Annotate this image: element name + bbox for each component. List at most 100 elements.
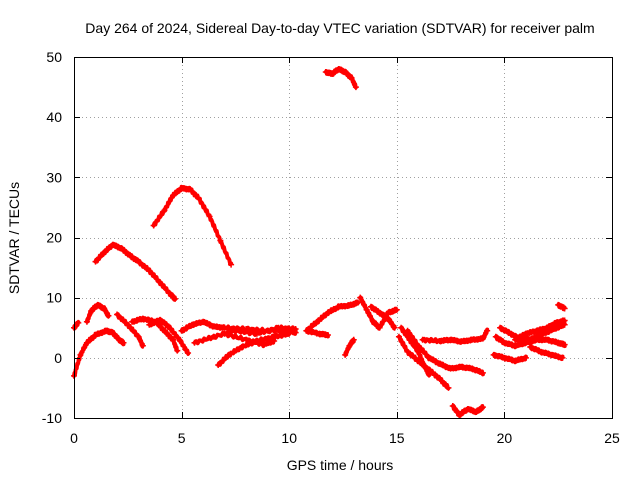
data-point <box>561 305 568 312</box>
data-point <box>118 245 125 252</box>
y-tick-label: 10 <box>46 290 62 306</box>
data-point <box>363 306 370 313</box>
data-point <box>103 327 110 334</box>
series-arc-10 <box>192 324 298 346</box>
data-point <box>561 341 568 348</box>
data-point <box>404 327 411 334</box>
data-point <box>544 324 551 331</box>
data-point <box>479 369 486 376</box>
series-arc-04 <box>93 241 178 302</box>
data-point <box>260 341 267 348</box>
data-point <box>150 222 157 229</box>
data-point <box>533 327 540 334</box>
data-point <box>445 384 452 391</box>
tick-layer: 0 5 10 15 20 25 -10 0 10 20 30 40 50 <box>42 49 620 446</box>
data-point <box>324 309 331 316</box>
y-axis-label: SDTVAR / TECUs <box>6 182 22 294</box>
series-arc-05 <box>115 312 145 349</box>
data-point <box>385 315 392 322</box>
data-point <box>165 323 172 330</box>
data-point <box>221 330 228 337</box>
series-arc-11 <box>216 330 292 368</box>
data-point <box>346 302 353 309</box>
data-point <box>135 333 142 340</box>
data-point <box>529 335 536 342</box>
data-point <box>527 344 534 351</box>
data-point <box>228 261 235 268</box>
data-point <box>447 365 454 372</box>
data-point <box>210 323 217 330</box>
data-point <box>548 351 555 358</box>
data-point <box>174 347 181 354</box>
data-point <box>376 309 383 316</box>
data-point <box>92 331 99 338</box>
data-point <box>94 301 101 308</box>
y-tick-label: -10 <box>42 410 62 426</box>
data-point <box>215 362 222 369</box>
data-point <box>490 351 497 358</box>
data-point <box>83 318 90 325</box>
data-point <box>169 192 176 199</box>
series-arc-13 <box>304 299 361 333</box>
data-point <box>342 69 349 76</box>
data-point <box>419 336 426 343</box>
data-point <box>146 267 153 274</box>
x-tick-label: 0 <box>70 430 78 446</box>
series-arc-02 <box>72 327 126 378</box>
data-point <box>367 303 374 310</box>
data-point <box>314 318 321 325</box>
data-point <box>124 321 131 328</box>
data-point <box>473 408 480 415</box>
data-point <box>161 327 168 334</box>
data-point <box>426 354 433 361</box>
data-point <box>415 342 422 349</box>
data-point <box>88 307 95 314</box>
data-point <box>507 330 514 337</box>
data-point <box>436 337 443 344</box>
y-tick-label: 50 <box>46 49 62 65</box>
data-point <box>139 342 146 349</box>
data-point <box>195 195 202 202</box>
data-point <box>172 295 179 302</box>
data-point <box>139 315 146 322</box>
data-point <box>469 336 476 343</box>
data-point <box>221 324 228 331</box>
data-point <box>129 318 136 325</box>
data-point <box>161 207 168 214</box>
data-point <box>126 252 133 259</box>
data-point <box>178 327 185 334</box>
data-point <box>187 186 194 193</box>
series-arc-12 <box>222 331 277 349</box>
data-point <box>322 69 329 76</box>
data-point <box>497 324 504 331</box>
data-point <box>210 333 217 340</box>
x-tick-label: 25 <box>604 430 620 446</box>
data-point <box>415 357 422 364</box>
data-point <box>479 404 486 411</box>
data-point <box>456 411 463 418</box>
series-arc-27 <box>513 317 567 343</box>
data-point <box>426 366 433 373</box>
data-point <box>553 319 560 326</box>
data-point <box>370 318 377 325</box>
data-point <box>484 327 491 334</box>
data-point <box>286 330 293 337</box>
data-layer <box>71 66 568 418</box>
data-point <box>303 327 310 334</box>
plot-frame <box>74 57 613 419</box>
data-point <box>238 344 245 351</box>
data-point <box>200 318 207 325</box>
series-arc-28 <box>528 344 565 361</box>
data-point <box>449 402 456 409</box>
data-point <box>555 301 562 308</box>
data-point <box>116 336 123 343</box>
data-point <box>225 351 232 358</box>
series-arc-22 <box>420 327 490 345</box>
data-point <box>316 330 323 337</box>
data-point <box>522 354 529 361</box>
data-point <box>101 305 108 312</box>
x-axis-label: GPS time / hours <box>287 457 394 473</box>
data-point <box>501 354 508 361</box>
data-point <box>469 365 476 372</box>
chart-title: Day 264 of 2024, Sidereal Day-to-day VTE… <box>85 20 594 36</box>
